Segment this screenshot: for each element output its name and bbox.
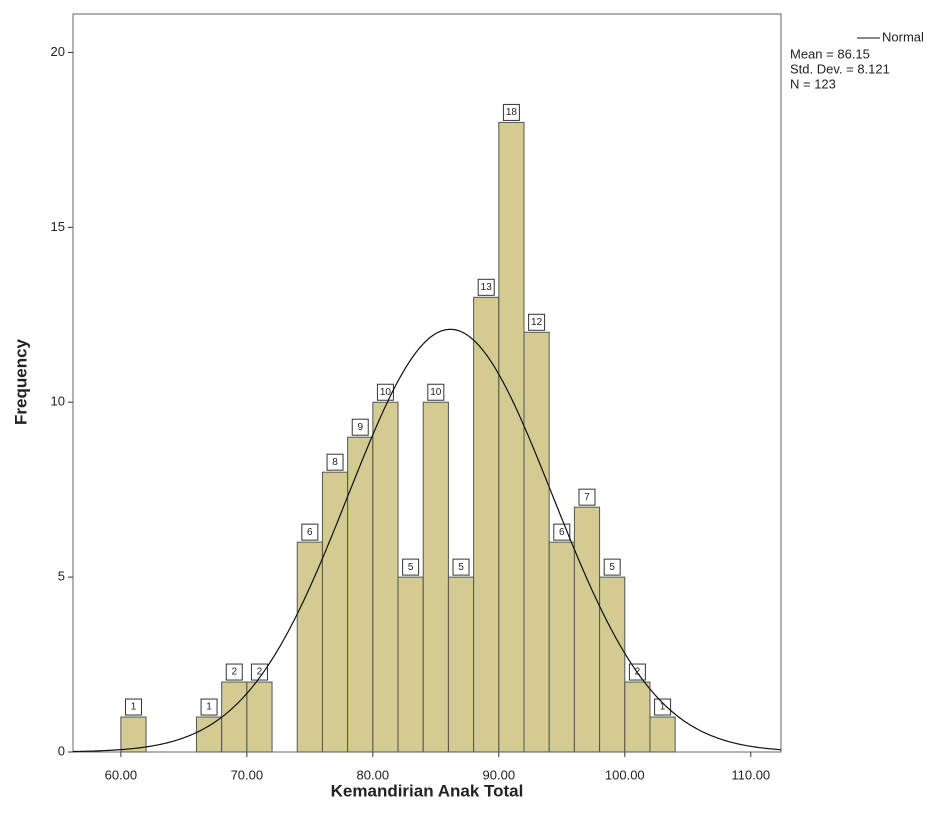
y-tick-label: 20 [51,44,65,59]
bar-label-box [225,663,243,681]
normal-curve [72,328,782,753]
bar-label-box [578,488,596,506]
bar-label-box [528,313,546,331]
bar [599,576,626,753]
x-axis-title: Kemandirian Anak Total [331,781,524,800]
bar [195,716,223,753]
bar [347,436,374,753]
legend-stat: Mean = 86.15 [790,46,870,61]
y-axis-title: Frequency [11,338,30,425]
bar-label-box [452,558,470,576]
x-tick-label: 90.00 [483,767,516,782]
bar-label: 18 [506,107,518,118]
bar-label: 8 [332,457,338,468]
y-tick-label: 15 [51,219,65,234]
bar-label: 13 [481,282,493,293]
bar-label-box [250,663,268,681]
bar-label: 7 [584,492,590,503]
bar [397,576,424,753]
bar-label-box [301,523,319,541]
y-tick-label: 10 [51,394,65,409]
x-tick-label: 60.00 [105,767,138,782]
bar-label: 5 [609,562,615,573]
bar-label: 5 [408,562,414,573]
x-tick-label: 100.00 [605,767,645,782]
bar-label-box [502,103,520,121]
bar-label: 1 [131,702,137,713]
y-tick-label: 5 [58,569,65,584]
x-tick-label: 80.00 [357,767,390,782]
legend-label: Normal [882,29,924,44]
bar-label-box [200,698,218,716]
bar [221,681,248,753]
x-tick-label: 70.00 [231,767,264,782]
y-tick-label: 0 [58,743,65,758]
bar [498,121,525,753]
bar [372,401,399,753]
bar [548,541,575,753]
legend-stat: N = 123 [790,76,836,91]
bar-label-box [603,558,621,576]
x-tick-label: 110.00 [731,767,770,782]
bar [624,681,651,753]
bar-label: 2 [257,667,263,678]
bar-label: 1 [660,702,666,713]
bar [246,681,273,753]
bar-label: 2 [231,667,237,678]
bar-label-box [124,698,142,716]
legend-stat: Std. Dev. = 8.121 [790,61,890,76]
bar-label-box [376,383,394,401]
bar-label-box [477,278,495,296]
bar-label: 5 [458,562,464,573]
bar-label: 6 [559,527,565,538]
bar-label: 9 [357,422,363,433]
bar [447,576,475,753]
bar-label: 10 [430,387,442,398]
bar-label-box [654,698,672,716]
bar [473,296,500,753]
bar-label: 6 [307,527,313,538]
bar-label-box [326,453,344,471]
bar-label-box [402,558,420,576]
bar-label: 10 [380,387,392,398]
bar-label: 12 [531,317,543,328]
bar-label-box [427,383,445,401]
bar-label-box [351,418,369,436]
bar [573,506,601,753]
bar [649,716,676,753]
bar [321,471,349,753]
bar [120,716,147,753]
bar [296,541,323,753]
bar [422,401,449,753]
bar-label: 1 [206,702,212,713]
bar [523,331,550,753]
